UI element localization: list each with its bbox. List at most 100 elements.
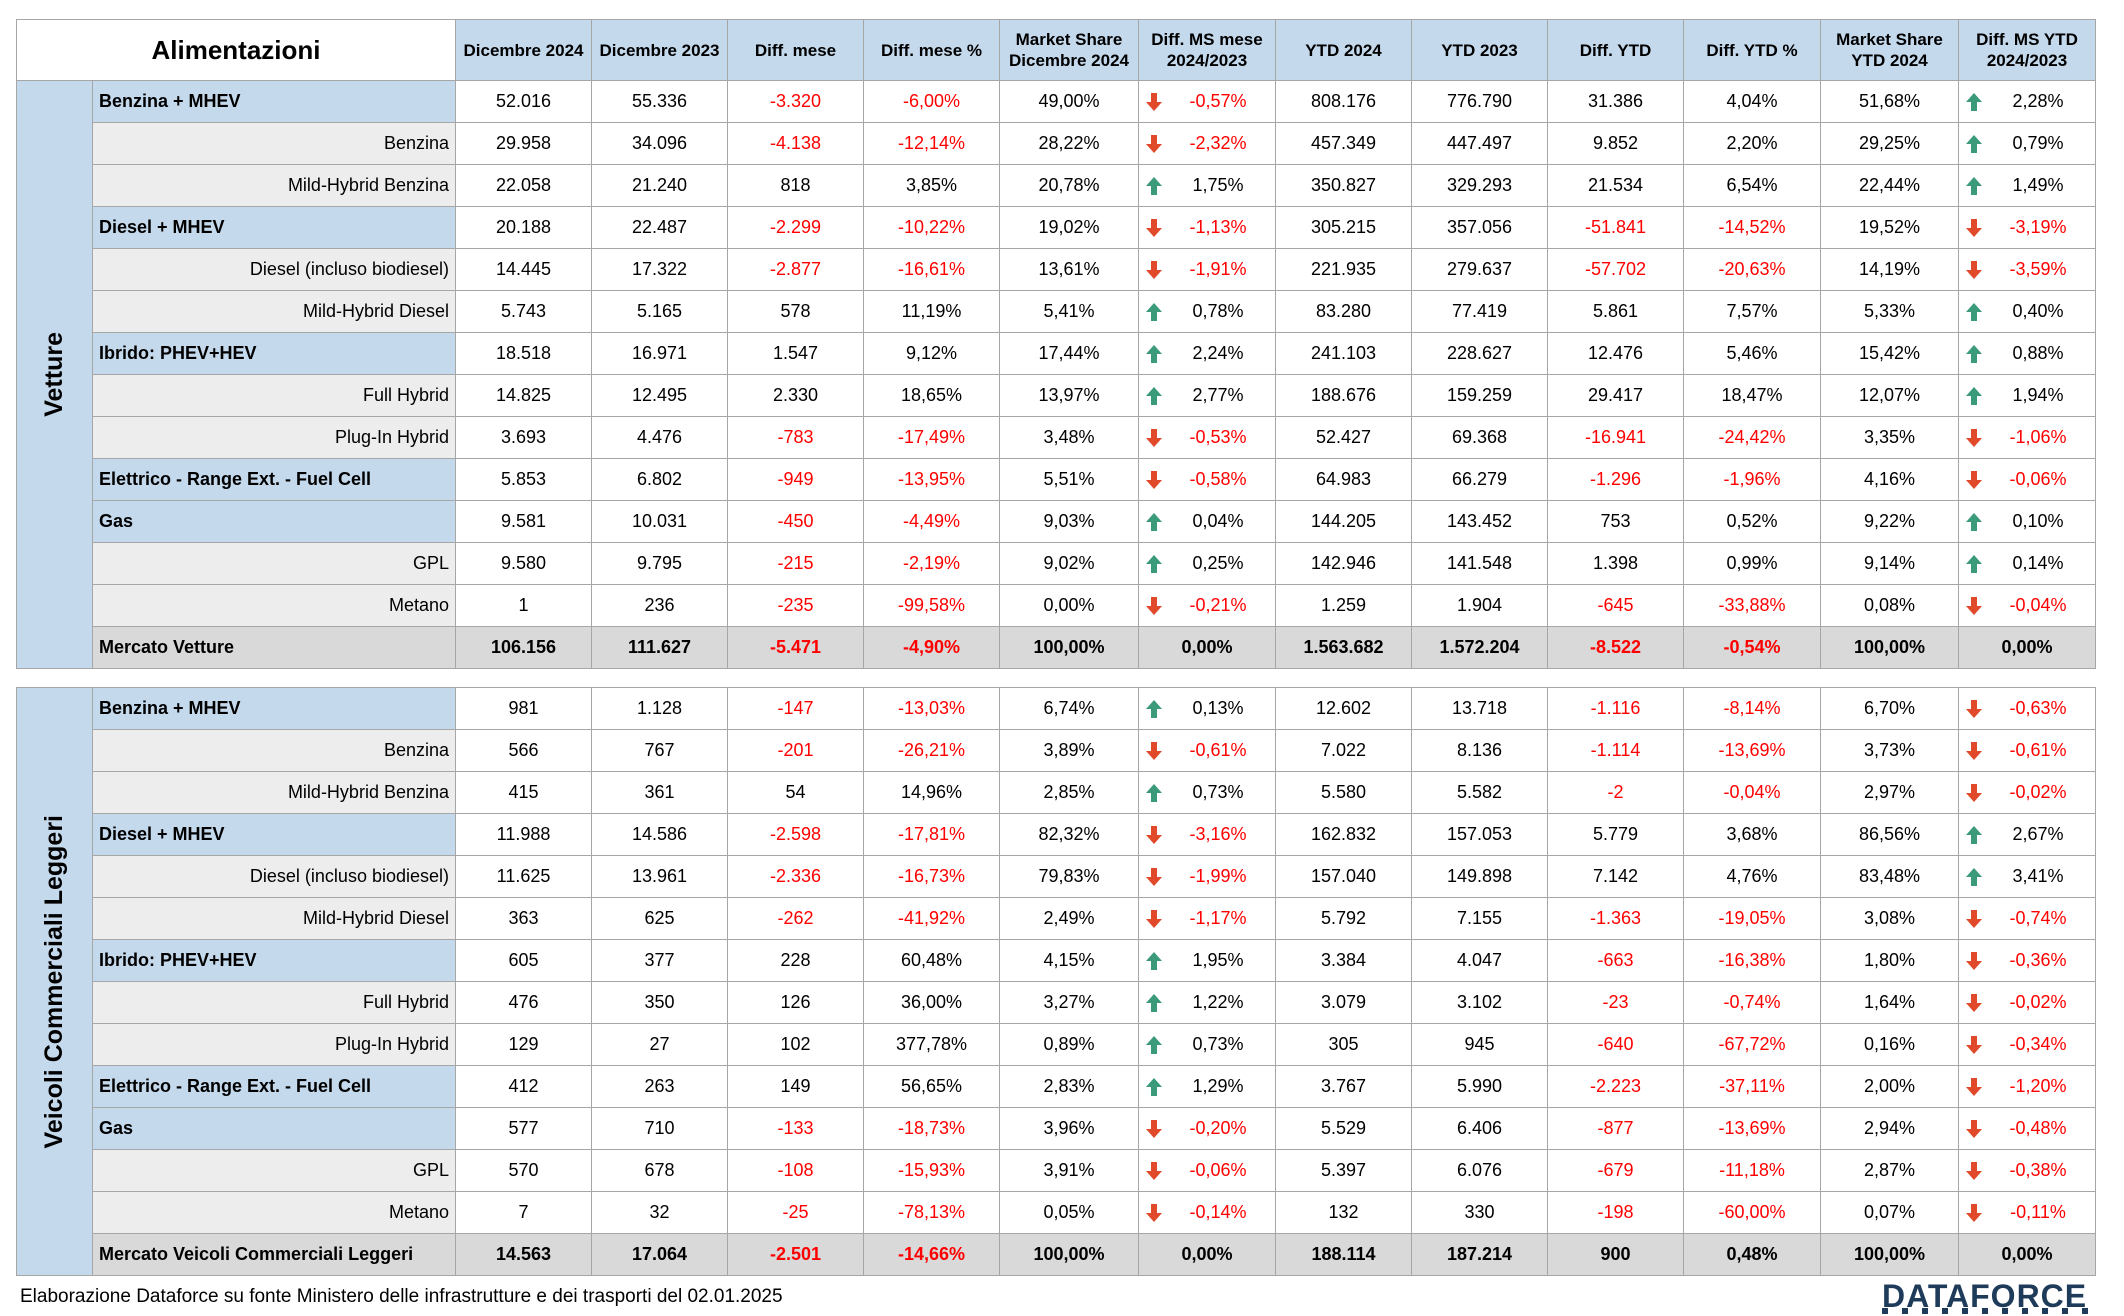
cell-value: -1,17% <box>1189 908 1247 928</box>
cell-value: 36,00% <box>863 981 1000 1024</box>
ms-diff-cell: -0,58% <box>1138 458 1276 501</box>
cell-value: 710 <box>591 1107 728 1150</box>
cell-value: 13.961 <box>591 855 728 898</box>
cell-value: -1,20% <box>2009 1076 2067 1096</box>
row-label: Benzina + MHEV <box>92 80 456 123</box>
cell-value: 1,75% <box>1192 175 1244 195</box>
cell-value: -147 <box>727 687 864 730</box>
cell-value: 818 <box>727 164 864 207</box>
ms-diff-cell: 0,40% <box>1958 290 2096 333</box>
cell-value: -0,74% <box>2009 908 2067 928</box>
cell-value: 14.586 <box>591 813 728 856</box>
cell-value: -0,58% <box>1189 469 1247 489</box>
cell-value: -5.471 <box>727 626 864 669</box>
cell-value: 1,80% <box>1820 939 1959 982</box>
table-row: Diesel (incluso biodiesel) 14.445 17.322 -2… <box>17 248 2096 291</box>
cell-value: 625 <box>591 897 728 940</box>
arrow-down-icon <box>1145 428 1163 448</box>
cell-value: 457.349 <box>1275 122 1412 165</box>
cell-value: -8.522 <box>1547 626 1684 669</box>
cell-value: -1,96% <box>1683 458 1821 501</box>
cell-value: 0,08% <box>1820 584 1959 627</box>
cell-value: 188.114 <box>1275 1233 1412 1276</box>
arrow-down-icon <box>1145 1119 1163 1139</box>
cell-value: 7.022 <box>1275 729 1412 772</box>
row-label: Benzina <box>92 729 456 772</box>
cell-value: 20.188 <box>455 206 592 249</box>
cell-value: 17,44% <box>999 332 1139 375</box>
ms-diff-cell: -0,02% <box>1958 981 2096 1024</box>
cell-value: -1.116 <box>1547 687 1684 730</box>
cell-value: 236 <box>591 584 728 627</box>
table-row: Metano 1 236 -235 -99,58% 0,00% -0,21% 1.259 1.9… <box>17 584 2096 627</box>
arrow-up-icon <box>1965 386 1983 406</box>
cell-value: -0,04% <box>2009 595 2067 615</box>
arrow-down-icon <box>1965 909 1983 929</box>
cell-value: 361 <box>591 771 728 814</box>
cell-value: -17,49% <box>863 416 1000 459</box>
row-label: Diesel + MHEV <box>92 206 456 249</box>
cell-value: -2.598 <box>727 813 864 856</box>
ms-diff-cell: -0,06% <box>1958 458 2096 501</box>
cell-value: -663 <box>1547 939 1684 982</box>
cell-value: -0,48% <box>2009 1118 2067 1138</box>
cell-value: 159.259 <box>1411 374 1548 417</box>
column-header: Market Share YTD 2024 <box>1820 19 1959 81</box>
table-row: Gas 577 710 -133 -18,73% 3,96% -0,20% 5.529 6.40… <box>17 1107 2096 1150</box>
cell-value: -108 <box>727 1149 864 1192</box>
cell-value: 0,73% <box>1192 782 1244 802</box>
cell-value: 1,94% <box>2012 385 2064 405</box>
cell-value: 5.990 <box>1411 1065 1548 1108</box>
cell-value: 0,99% <box>1683 542 1821 585</box>
source-note: Elaborazione Dataforce su fonte Minister… <box>20 1286 783 1307</box>
ms-diff-cell: 2,77% <box>1138 374 1276 417</box>
cell-value: 22.487 <box>591 206 728 249</box>
cell-value: 100,00% <box>1820 626 1959 669</box>
ms-diff-cell: -1,17% <box>1138 897 1276 940</box>
arrow-up-icon <box>1965 92 1983 112</box>
arrow-down-icon <box>1145 1203 1163 1223</box>
cell-value: -0,06% <box>1189 1160 1247 1180</box>
ms-diff-cell: -0,38% <box>1958 1149 2096 1192</box>
row-label: Mild-Hybrid Diesel <box>92 290 456 333</box>
table-row: Full Hybrid 14.825 12.495 2.330 18,65% 13,97%… <box>17 374 2096 417</box>
cell-value: 2,77% <box>1192 385 1244 405</box>
cell-value: -262 <box>727 897 864 940</box>
cell-value: -0,20% <box>1189 1118 1247 1138</box>
cell-value: 56,65% <box>863 1065 1000 1108</box>
arrow-down-icon <box>1965 470 1983 490</box>
cell-value: -949 <box>727 458 864 501</box>
cell-value: 111.627 <box>591 626 728 669</box>
cell-value: 9.580 <box>455 542 592 585</box>
ms-diff-cell: 1,29% <box>1138 1065 1276 1108</box>
cell-value: 5.529 <box>1275 1107 1412 1150</box>
cell-value: -15,93% <box>863 1149 1000 1192</box>
cell-value: 776.790 <box>1411 80 1548 123</box>
cell-value: 5.743 <box>455 290 592 333</box>
ms-diff-cell: -1,06% <box>1958 416 2096 459</box>
ms-diff-cell: -0,74% <box>1958 897 2096 940</box>
table-row: Full Hybrid 476 350 126 36,00% 3,27% 1,22% 3.07… <box>17 981 2096 1024</box>
table-row: Mild-Hybrid Benzina 415 361 54 14,96% 2,85% 0,… <box>17 771 2096 814</box>
cell-value: -1,13% <box>1189 217 1247 237</box>
cell-value: -78,13% <box>863 1191 1000 1234</box>
cell-value: 330 <box>1411 1191 1548 1234</box>
row-label: Mild-Hybrid Benzina <box>92 164 456 207</box>
cell-value: 3,41% <box>2012 866 2064 886</box>
cell-value: -1.363 <box>1547 897 1684 940</box>
cell-value: -450 <box>727 500 864 543</box>
cell-value: 13,97% <box>999 374 1139 417</box>
cell-value: 0,04% <box>1192 511 1244 531</box>
cell-value: 577 <box>455 1107 592 1150</box>
ms-diff-cell: -1,99% <box>1138 855 1276 898</box>
arrow-down-icon <box>1965 1161 1983 1181</box>
cell-value: 1,49% <box>2012 175 2064 195</box>
cell-value: 0,10% <box>2012 511 2064 531</box>
cell-value: -133 <box>727 1107 864 1150</box>
ms-diff-cell: -0,14% <box>1138 1191 1276 1234</box>
table-row: Metano 7 32 -25 -78,13% 0,05% -0,14% 132 330 -198… <box>17 1191 2096 1234</box>
cell-value: -4,49% <box>863 500 1000 543</box>
table-row: Plug-In Hybrid 3.693 4.476 -783 -17,49% 3,48%… <box>17 416 2096 459</box>
cell-value: -0,21% <box>1189 595 1247 615</box>
cell-value: 13.718 <box>1411 687 1548 730</box>
